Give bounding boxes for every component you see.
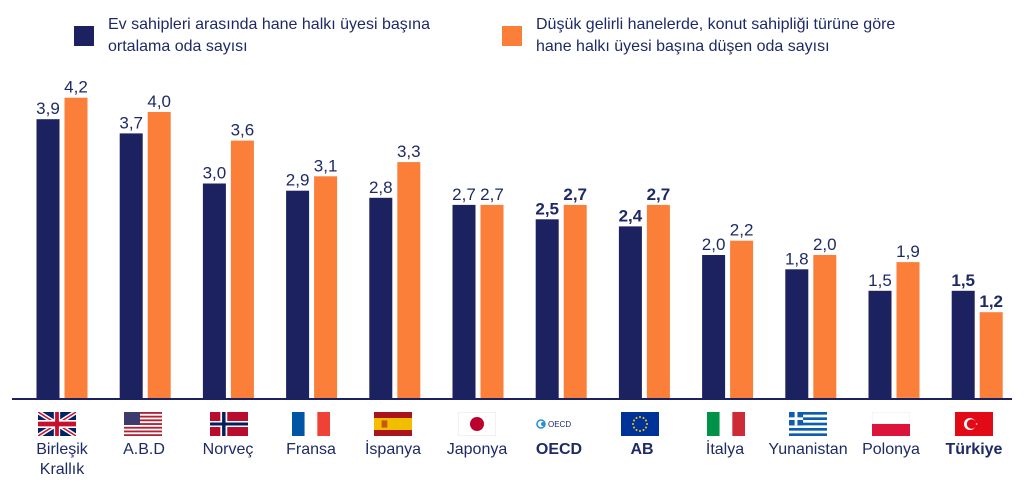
value-label-series2-norvec: 3,6 [231, 121, 255, 140]
value-label-series2-fransa: 3,1 [314, 156, 338, 175]
value-label-series1-ispanya: 2,8 [369, 178, 393, 197]
value-label-series1-norvec: 3,0 [203, 164, 227, 183]
category-label-norvec: Norveç [202, 441, 254, 458]
value-label-series2-polonya: 1,9 [896, 242, 920, 261]
legend-item-series1: Ev sahipleri arasında hane halkı üyesi b… [74, 14, 430, 58]
bar-series1-japonya [452, 204, 476, 398]
bar-series1-ab [618, 226, 642, 398]
category-label-birlesik-krallik: Birleşik Krallık [17, 440, 107, 480]
category-label-italya: İtalya [705, 441, 745, 458]
category-label-line2: Krallık [39, 461, 85, 478]
eu-flag-icon [621, 412, 659, 436]
legend-label-series2-line1: Düşük gelirli hanelerde, konut sahipliği… [536, 16, 896, 33]
bar-series2-oecd [563, 204, 587, 398]
bar-series2-ispanya [397, 162, 421, 398]
bar-series1-oecd [535, 219, 559, 399]
bar-series2-norvec [230, 140, 254, 398]
legend-label-series1: Ev sahipleri arasında hane halkı üyesi b… [108, 14, 430, 58]
bar-series1-ispanya [369, 197, 393, 398]
spain-flag-icon [374, 412, 412, 436]
category-label-turkiye: Türkiye [945, 441, 1003, 458]
italy-flag-icon [707, 412, 745, 436]
value-label-series2-a-b-d: 4,0 [147, 92, 171, 111]
category-label-yunanistan: Yunanistan [768, 441, 848, 458]
value-label-series2-japonya: 2,7 [480, 185, 504, 204]
bar-series1-norvec [202, 183, 226, 398]
bar-series2-polonya [896, 262, 920, 398]
bar-series1-birlesik-krallik [36, 119, 60, 398]
value-label-series1-yunanistan: 1,8 [785, 249, 809, 268]
bar-series2-japonya [480, 204, 504, 398]
category-label-polonya: Polonya [862, 441, 920, 458]
oecd-logo-text: OECD [548, 420, 571, 429]
value-label-series1-ab: 2,4 [619, 206, 643, 225]
turkey-flag-icon [955, 412, 993, 436]
legend-label-series1-line2: ortalama oda sayısı [108, 38, 248, 55]
legend-item-series2: Düşük gelirli hanelerde, konut sahipliği… [502, 14, 895, 58]
legend-swatch-series2 [502, 26, 522, 46]
value-label-series1-italya: 2,0 [702, 235, 726, 254]
poland-flag-icon [871, 411, 911, 436]
legend-swatch-series1 [74, 26, 94, 46]
bar-series2-fransa [314, 176, 338, 398]
value-label-series2-ispanya: 3,3 [397, 142, 421, 161]
value-label-series1-birlesik-krallik: 3,9 [36, 99, 60, 118]
value-label-series2-yunanistan: 2,0 [813, 235, 837, 254]
value-label-series2-birlesik-krallik: 4,2 [64, 78, 88, 97]
value-label-series1-fransa: 2,9 [286, 171, 310, 190]
bar-series1-a-b-d [119, 133, 143, 398]
oecd-logo-icon: OECD [536, 412, 574, 436]
bar-series1-italya [702, 255, 726, 398]
value-label-series1-turkiye: 1,5 [951, 271, 975, 290]
category-label-ispanya: İspanya [364, 441, 422, 458]
category-label-ab: AB [630, 441, 654, 458]
bar-series1-polonya [868, 290, 892, 399]
value-label-series2-turkiye: 1,2 [979, 292, 1003, 311]
category-label-fransa: Fransa [286, 441, 336, 458]
category-label-oecd: OECD [535, 441, 583, 458]
greece-flag-icon [789, 412, 827, 436]
bar-series2-a-b-d [147, 112, 171, 398]
bar-series1-yunanistan [785, 269, 809, 398]
legend-label-series2: Düşük gelirli hanelerde, konut sahipliği… [536, 14, 895, 58]
category-label-abd: A.B.D [123, 441, 165, 458]
bar-series2-birlesik-krallik [64, 97, 88, 398]
value-label-series2-ab: 2,7 [647, 185, 671, 204]
value-label-series1-oecd: 2,5 [535, 199, 559, 218]
bar-series2-yunanistan [813, 255, 837, 398]
bar-series2-ab [646, 204, 670, 398]
japan-flag-icon [457, 411, 497, 437]
bar-series1-turkiye [951, 290, 975, 399]
legend: Ev sahipleri arasında hane halkı üyesi b… [0, 10, 1024, 70]
legend-label-series1-line1: Ev sahipleri arasında hane halkı üyesi b… [108, 16, 430, 33]
value-label-series1-a-b-d: 3,7 [119, 113, 143, 132]
bar-series2-turkiye [979, 312, 1003, 398]
value-label-series2-oecd: 2,7 [563, 185, 587, 204]
value-label-series1-japonya: 2,7 [452, 185, 476, 204]
usa-flag-icon [124, 412, 162, 436]
uk-flag-icon [37, 409, 77, 439]
category-label-line1: Birleşik [36, 441, 88, 458]
norway-flag-icon [210, 412, 248, 436]
france-flag-icon [292, 412, 330, 436]
value-label-series1-polonya: 1,5 [868, 271, 892, 290]
legend-label-series2-line2: hane halkı üyesi başına düşen oda sayısı [536, 38, 830, 55]
bar-series1-fransa [286, 190, 310, 398]
category-label-japonya: Japonya [446, 441, 508, 458]
value-label-series2-italya: 2,2 [730, 221, 754, 240]
bar-series2-italya [730, 240, 754, 398]
